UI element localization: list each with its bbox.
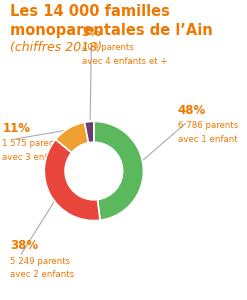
Text: 5 249 parents: 5 249 parents xyxy=(10,256,70,266)
Text: Les 14 000 familles: Les 14 000 familles xyxy=(10,4,170,20)
Wedge shape xyxy=(56,122,88,153)
Wedge shape xyxy=(94,122,144,220)
Text: 1 575 parents: 1 575 parents xyxy=(2,140,63,148)
Text: avec 4 enfants et +: avec 4 enfants et + xyxy=(82,57,167,66)
Text: avec 2 enfants: avec 2 enfants xyxy=(10,270,74,279)
Text: 409 parents: 409 parents xyxy=(82,44,133,52)
Text: 11%: 11% xyxy=(2,122,30,135)
Text: avec 1 enfant: avec 1 enfant xyxy=(178,135,237,144)
Text: (chiffres 2018): (chiffres 2018) xyxy=(10,41,102,54)
Wedge shape xyxy=(84,122,94,143)
Text: 48%: 48% xyxy=(178,104,206,117)
Text: avec 3 enfants: avec 3 enfants xyxy=(2,153,67,162)
Text: monoparentales de l’Ain: monoparentales de l’Ain xyxy=(10,22,213,38)
Text: 38%: 38% xyxy=(10,239,38,252)
Text: 3%: 3% xyxy=(82,26,101,39)
Text: 6 786 parents: 6 786 parents xyxy=(178,122,238,130)
Wedge shape xyxy=(44,140,100,220)
